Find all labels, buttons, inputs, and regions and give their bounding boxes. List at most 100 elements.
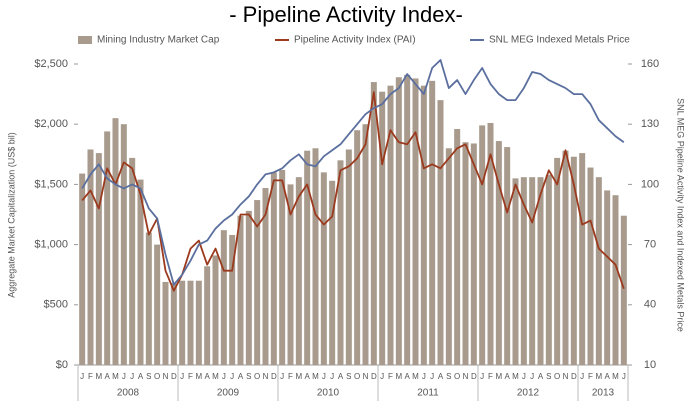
bar	[204, 266, 211, 365]
bar	[237, 215, 244, 365]
bar	[387, 85, 394, 365]
bar	[345, 149, 352, 365]
bar	[487, 122, 494, 365]
bar	[595, 177, 602, 365]
x-tick-label: M	[295, 372, 302, 381]
y-tick-label: $500	[44, 299, 68, 311]
bar	[179, 280, 186, 365]
x-tick-label: M	[312, 372, 319, 381]
x-tick-label: A	[604, 372, 610, 381]
bar	[529, 177, 536, 365]
x-tick-label: N	[463, 372, 469, 381]
x-tick-label: J	[222, 372, 226, 381]
y-tick-label: $0	[56, 359, 68, 371]
x-tick-label: J	[580, 372, 584, 381]
bar	[162, 281, 169, 365]
x-tick-label: A	[138, 372, 144, 381]
bar	[87, 149, 94, 365]
bar	[129, 157, 136, 365]
bar	[620, 215, 627, 365]
line	[81, 59, 625, 286]
x-tick-label: N	[563, 372, 569, 381]
bar	[337, 160, 344, 365]
y-axis-title: Aggregate Market Capitalization (US$ bil…	[6, 132, 16, 298]
x-tick-label: J	[230, 372, 234, 381]
legend-label: Pipeline Activity Index (PAI)	[294, 35, 416, 46]
bar	[404, 74, 411, 365]
x-tick-label: S	[346, 372, 351, 381]
bar	[579, 153, 586, 365]
x-group-label: 2009	[217, 388, 240, 399]
x-tick-label: M	[612, 372, 619, 381]
x-tick-label: J	[380, 372, 384, 381]
x-tick-label: J	[422, 372, 426, 381]
x-tick-label: A	[204, 372, 210, 381]
x-tick-label: A	[438, 372, 444, 381]
y2-tick-label: 70	[644, 239, 656, 251]
x-tick-label: M	[595, 372, 602, 381]
x-group-label: 2013	[592, 388, 615, 399]
y2-tick-label: 40	[644, 299, 656, 311]
x-tick-label: N	[263, 372, 269, 381]
bar	[429, 80, 436, 365]
y-tick-label: $2,500	[34, 58, 68, 70]
bar	[437, 100, 444, 366]
x-tick-label: D	[571, 372, 577, 381]
bar	[445, 148, 452, 365]
bar	[320, 172, 327, 365]
x-group-label: 2010	[317, 388, 340, 399]
x-tick-label: J	[122, 372, 126, 381]
x-tick-label: J	[430, 372, 434, 381]
chart-title: - Pipeline Activity Index-	[229, 2, 463, 27]
bar	[312, 148, 319, 365]
bar	[454, 129, 461, 365]
x-tick-label: M	[212, 372, 219, 381]
bar	[120, 124, 127, 365]
x-tick-label: O	[154, 372, 160, 381]
bar	[287, 184, 294, 365]
x-tick-label: N	[163, 372, 169, 381]
x-tick-label: O	[554, 372, 560, 381]
bar	[112, 118, 119, 366]
x-tick-label: J	[180, 372, 184, 381]
y-tick-label: $1,000	[34, 239, 68, 251]
bar	[379, 91, 386, 365]
legend-swatch	[78, 36, 92, 44]
bar	[562, 150, 569, 365]
x-tick-label: A	[338, 372, 344, 381]
x-tick-label: J	[530, 372, 534, 381]
x-tick-label: A	[304, 372, 310, 381]
bar	[195, 280, 202, 365]
bar	[245, 210, 252, 365]
x-group-label: 2012	[517, 388, 540, 399]
bar	[362, 124, 369, 365]
bar	[254, 200, 261, 365]
x-tick-label: N	[363, 372, 369, 381]
x-tick-label: J	[130, 372, 134, 381]
bar	[79, 173, 86, 365]
bar	[95, 153, 102, 365]
bar	[587, 167, 594, 365]
bar	[187, 280, 194, 365]
x-tick-label: J	[280, 372, 284, 381]
x-tick-label: D	[471, 372, 477, 381]
x-tick-label: A	[238, 372, 244, 381]
y2-axis-title: SNL MEG Pipeline Activity Index and Inde…	[676, 98, 686, 332]
bar	[520, 177, 527, 365]
bar	[304, 150, 311, 365]
y-tick-label: $2,000	[34, 118, 68, 130]
x-tick-label: D	[371, 372, 377, 381]
bar	[462, 142, 469, 365]
bar	[354, 130, 361, 365]
x-tick-label: F	[88, 372, 93, 381]
x-tick-label: M	[95, 372, 102, 381]
y2-tick-label: 10	[644, 359, 656, 371]
bar	[479, 125, 486, 366]
bar	[262, 188, 269, 365]
legend-label: Mining Industry Market Cap	[97, 35, 220, 46]
bar	[420, 85, 427, 365]
bar	[137, 179, 144, 365]
x-tick-label: A	[104, 372, 110, 381]
